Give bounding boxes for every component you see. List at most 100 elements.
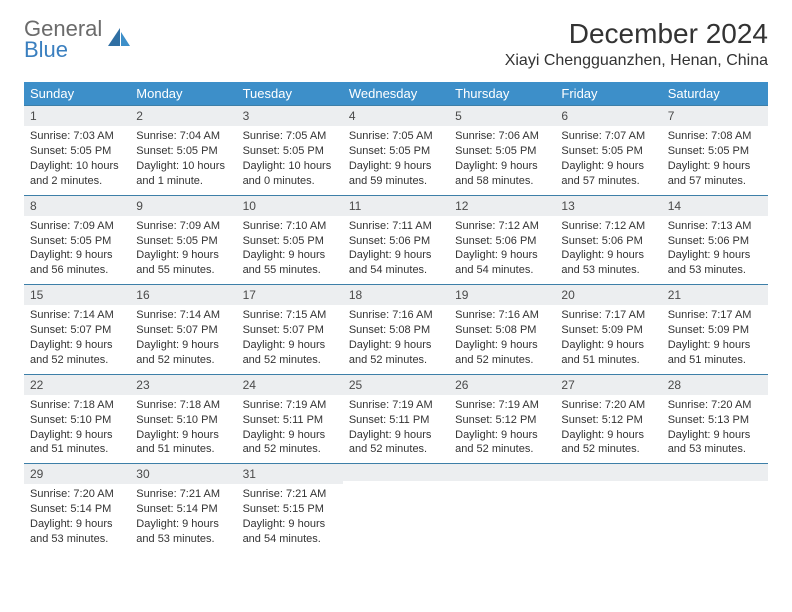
weekday-header: Saturday: [662, 82, 768, 105]
sunrise-text: Sunrise: 7:14 AM: [30, 308, 124, 323]
sunset-text: Sunset: 5:07 PM: [30, 323, 124, 338]
day-number: 31: [237, 463, 343, 484]
sunrise-text: Sunrise: 7:20 AM: [668, 398, 762, 413]
calendar-day-cell: 20Sunrise: 7:17 AMSunset: 5:09 PMDayligh…: [555, 284, 661, 374]
calendar-day-cell: 6Sunrise: 7:07 AMSunset: 5:05 PMDaylight…: [555, 105, 661, 195]
sunset-text: Sunset: 5:05 PM: [243, 144, 337, 159]
daylight-text: Daylight: 10 hours and 0 minutes.: [243, 159, 337, 189]
sunrise-text: Sunrise: 7:18 AM: [30, 398, 124, 413]
day-details: Sunrise: 7:10 AMSunset: 5:05 PMDaylight:…: [237, 219, 343, 284]
daylight-text: Daylight: 9 hours and 52 minutes.: [455, 338, 549, 368]
calendar-day-cell: 28Sunrise: 7:20 AMSunset: 5:13 PMDayligh…: [662, 374, 768, 464]
daylight-text: Daylight: 9 hours and 51 minutes.: [136, 428, 230, 458]
calendar-day-cell: 15Sunrise: 7:14 AMSunset: 5:07 PMDayligh…: [24, 284, 130, 374]
daylight-text: Daylight: 9 hours and 53 minutes.: [30, 517, 124, 547]
sunset-text: Sunset: 5:07 PM: [136, 323, 230, 338]
day-details: Sunrise: 7:09 AMSunset: 5:05 PMDaylight:…: [24, 219, 130, 284]
sunrise-text: Sunrise: 7:05 AM: [349, 129, 443, 144]
sunset-text: Sunset: 5:05 PM: [243, 234, 337, 249]
daylight-text: Daylight: 9 hours and 52 minutes.: [243, 338, 337, 368]
calendar-day-cell: [555, 463, 661, 553]
sunrise-text: Sunrise: 7:17 AM: [668, 308, 762, 323]
day-number: 15: [24, 284, 130, 305]
day-number: 9: [130, 195, 236, 216]
day-details: Sunrise: 7:21 AMSunset: 5:15 PMDaylight:…: [237, 487, 343, 552]
daylight-text: Daylight: 9 hours and 57 minutes.: [561, 159, 655, 189]
weekday-header: Tuesday: [237, 82, 343, 105]
sunrise-text: Sunrise: 7:20 AM: [30, 487, 124, 502]
calendar-day-cell: 10Sunrise: 7:10 AMSunset: 5:05 PMDayligh…: [237, 195, 343, 285]
sunset-text: Sunset: 5:07 PM: [243, 323, 337, 338]
calendar-day-cell: 3Sunrise: 7:05 AMSunset: 5:05 PMDaylight…: [237, 105, 343, 195]
sunrise-text: Sunrise: 7:07 AM: [561, 129, 655, 144]
calendar-day-cell: 24Sunrise: 7:19 AMSunset: 5:11 PMDayligh…: [237, 374, 343, 464]
sunset-text: Sunset: 5:06 PM: [561, 234, 655, 249]
daylight-text: Daylight: 9 hours and 53 minutes.: [136, 517, 230, 547]
sunrise-text: Sunrise: 7:20 AM: [561, 398, 655, 413]
calendar-body: 1 Sunrise: 7:03 AMSunset: 5:05 PMDaylight…: [24, 105, 768, 553]
sunrise-text: Sunrise: 7:16 AM: [349, 308, 443, 323]
logo-text-blue: Blue: [24, 39, 102, 61]
day-number: 22: [24, 374, 130, 395]
weekday-header: Sunday: [24, 82, 130, 105]
daylight-text: Daylight: 10 hours and 2 minutes.: [30, 159, 124, 189]
daylight-text: Daylight: 9 hours and 52 minutes.: [455, 428, 549, 458]
day-details: Sunrise: 7:08 AMSunset: 5:05 PMDaylight:…: [662, 129, 768, 194]
day-details: Sunrise: 7:19 AMSunset: 5:11 PMDaylight:…: [343, 398, 449, 463]
day-details: Sunrise: 7:21 AMSunset: 5:14 PMDaylight:…: [130, 487, 236, 552]
sunset-text: Sunset: 5:12 PM: [455, 413, 549, 428]
calendar-day-cell: 11 Sunrise: 7:11 AMSunset: 5:06 PMDayligh…: [343, 195, 449, 285]
daylight-text: Daylight: 9 hours and 52 minutes.: [561, 428, 655, 458]
day-details: Sunrise: 7:03 AMSunset: 5:05 PMDaylight:…: [24, 129, 130, 194]
day-details: Sunrise: 7:19 AMSunset: 5:12 PMDaylight:…: [449, 398, 555, 463]
sunset-text: Sunset: 5:11 PM: [349, 413, 443, 428]
calendar-week-row: 29Sunrise: 7:20 AMSunset: 5:14 PMDayligh…: [24, 463, 768, 553]
day-number: 27: [555, 374, 661, 395]
day-number: 28: [662, 374, 768, 395]
day-details: Sunrise: 7:11 AMSunset: 5:06 PMDaylight:…: [343, 219, 449, 284]
sunrise-text: Sunrise: 7:12 AM: [561, 219, 655, 234]
weekday-header: Thursday: [449, 82, 555, 105]
day-details: Sunrise: 7:18 AMSunset: 5:10 PMDaylight:…: [24, 398, 130, 463]
sunrise-text: Sunrise: 7:11 AM: [349, 219, 443, 234]
daylight-text: Daylight: 9 hours and 51 minutes.: [668, 338, 762, 368]
daylight-text: Daylight: 9 hours and 52 minutes.: [136, 338, 230, 368]
calendar-day-cell: 16Sunrise: 7:14 AMSunset: 5:07 PMDayligh…: [130, 284, 236, 374]
sunset-text: Sunset: 5:10 PM: [30, 413, 124, 428]
day-number: 21: [662, 284, 768, 305]
sunrise-text: Sunrise: 7:19 AM: [243, 398, 337, 413]
calendar-day-cell: 18Sunrise: 7:16 AMSunset: 5:08 PMDayligh…: [343, 284, 449, 374]
day-details: Sunrise: 7:09 AMSunset: 5:05 PMDaylight:…: [130, 219, 236, 284]
sunset-text: Sunset: 5:15 PM: [243, 502, 337, 517]
weekday-header-row: Sunday Monday Tuesday Wednesday Thursday…: [24, 82, 768, 105]
sunset-text: Sunset: 5:05 PM: [30, 234, 124, 249]
daylight-text: Daylight: 10 hours and 1 minute.: [136, 159, 230, 189]
sunrise-text: Sunrise: 7:14 AM: [136, 308, 230, 323]
sunset-text: Sunset: 5:05 PM: [30, 144, 124, 159]
sunset-text: Sunset: 5:13 PM: [668, 413, 762, 428]
sunrise-text: Sunrise: 7:10 AM: [243, 219, 337, 234]
calendar-day-cell: 30Sunrise: 7:21 AMSunset: 5:14 PMDayligh…: [130, 463, 236, 553]
sunrise-text: Sunrise: 7:19 AM: [349, 398, 443, 413]
sunrise-text: Sunrise: 7:04 AM: [136, 129, 230, 144]
calendar-day-cell: 22 Sunrise: 7:18 AMSunset: 5:10 PMDayligh…: [24, 374, 130, 464]
day-number: 29: [24, 463, 130, 484]
day-number: 12: [449, 195, 555, 216]
day-number: 1: [24, 105, 130, 126]
day-details: Sunrise: 7:17 AMSunset: 5:09 PMDaylight:…: [662, 308, 768, 373]
weekday-header: Friday: [555, 82, 661, 105]
sunrise-text: Sunrise: 7:09 AM: [136, 219, 230, 234]
day-number: 11: [343, 195, 449, 216]
day-number: 23: [130, 374, 236, 395]
daylight-text: Daylight: 9 hours and 52 minutes.: [349, 428, 443, 458]
logo-sail-icon: [106, 26, 132, 53]
calendar-day-cell: 12Sunrise: 7:12 AMSunset: 5:06 PMDayligh…: [449, 195, 555, 285]
day-details: Sunrise: 7:18 AMSunset: 5:10 PMDaylight:…: [130, 398, 236, 463]
daylight-text: Daylight: 9 hours and 51 minutes.: [30, 428, 124, 458]
day-details: Sunrise: 7:04 AMSunset: 5:05 PMDaylight:…: [130, 129, 236, 194]
day-number: 6: [555, 105, 661, 126]
day-details: Sunrise: 7:17 AMSunset: 5:09 PMDaylight:…: [555, 308, 661, 373]
day-number: 14: [662, 195, 768, 216]
sunrise-text: Sunrise: 7:18 AM: [136, 398, 230, 413]
day-number: 2: [130, 105, 236, 126]
